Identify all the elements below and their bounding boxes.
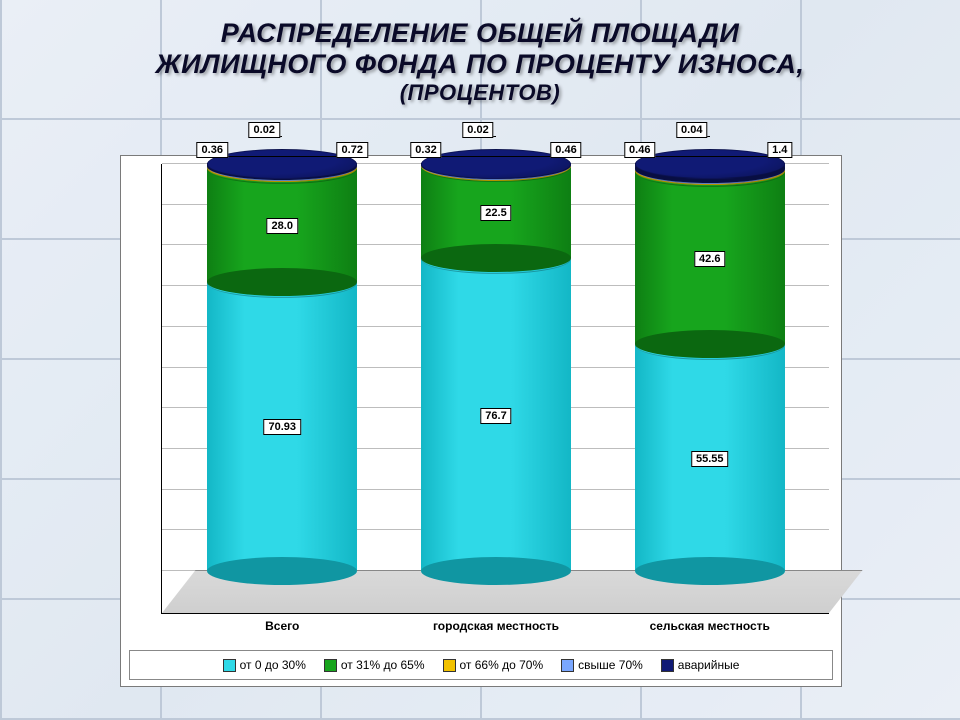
legend-swatch <box>561 659 574 672</box>
value-label-rural-s1: 42.6 <box>694 251 725 267</box>
legend-label: аварийные <box>678 658 740 672</box>
title-line-3: (ПРОЦЕНТОВ) <box>0 80 960 106</box>
value-label-urban-s1: 22.5 <box>480 205 511 221</box>
legend-item-s2: от 66% до 70% <box>443 658 544 672</box>
value-label-total-s4: 0.72 <box>337 142 368 158</box>
legend-swatch <box>661 659 674 672</box>
legend-item-s0: от 0 до 30% <box>223 658 306 672</box>
value-label-rural-s2: 0.46 <box>624 142 655 158</box>
chart-panel: 70.9328.00.360.020.7276.722.50.320.020.4… <box>120 155 842 687</box>
segment-rural-s4 <box>635 163 785 169</box>
value-label-total-s0: 70.93 <box>263 419 301 435</box>
slide-title: РАСПРЕДЕЛЕНИЕ ОБЩЕЙ ПЛОЩАДИ ЖИЛИЩНОГО ФО… <box>0 18 960 106</box>
value-label-urban-s2: 0.32 <box>410 142 441 158</box>
value-label-urban-s4: 0.46 <box>550 142 581 158</box>
category-label-rural: сельская местность <box>650 619 770 633</box>
cylinder-rural <box>635 163 785 571</box>
title-line-1: РАСПРЕДЕЛЕНИЕ ОБЩЕЙ ПЛОЩАДИ <box>0 18 960 49</box>
category-label-total: Всего <box>265 619 299 633</box>
segment-total-s4 <box>207 163 357 166</box>
category-label-urban: городская местность <box>433 619 559 633</box>
legend-label: от 0 до 30% <box>240 658 306 672</box>
legend-item-s3: свыше 70% <box>561 658 643 672</box>
legend: от 0 до 30% от 31% до 65% от 66% до 70% свы… <box>129 650 833 680</box>
title-line-2: ЖИЛИЩНОГО ФОНДА ПО ПРОЦЕНТУ ИЗНОСА, <box>0 49 960 80</box>
legend-swatch <box>443 659 456 672</box>
plot-area: 70.9328.00.360.020.7276.722.50.320.020.4… <box>161 164 829 614</box>
legend-item-s4: аварийные <box>661 658 740 672</box>
value-label-rural-s0: 55.55 <box>691 451 729 467</box>
legend-label: от 31% до 65% <box>341 658 425 672</box>
cylinder-urban <box>421 163 571 571</box>
value-label-urban-s3: 0.02 <box>462 122 493 138</box>
value-label-urban-s0: 76.7 <box>480 408 511 424</box>
legend-swatch <box>223 659 236 672</box>
legend-item-s1: от 31% до 65% <box>324 658 425 672</box>
segment-urban-s4 <box>421 163 571 165</box>
legend-label: от 66% до 70% <box>460 658 544 672</box>
value-label-rural-s3: 0.04 <box>676 122 707 138</box>
value-label-total-s3: 0.02 <box>249 122 280 138</box>
legend-label: свыше 70% <box>578 658 643 672</box>
value-label-total-s1: 28.0 <box>267 218 298 234</box>
value-label-total-s2: 0.36 <box>197 142 228 158</box>
legend-swatch <box>324 659 337 672</box>
value-label-rural-s4: 1.4 <box>767 142 792 158</box>
